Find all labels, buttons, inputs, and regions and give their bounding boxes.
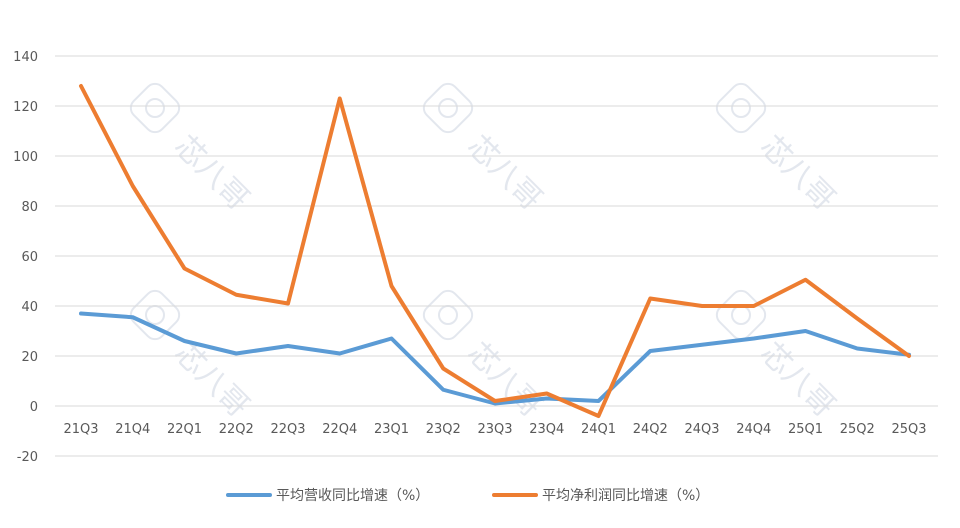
watermark-text: 芯八哥 (460, 129, 548, 217)
x-tick-label: 24Q1 (581, 422, 616, 437)
series-lines (79, 84, 911, 418)
x-tick-label: 22Q3 (270, 422, 305, 437)
watermark-logo-dot-icon (438, 305, 458, 325)
y-tick-label: 80 (21, 200, 38, 215)
x-tick-label: 23Q2 (426, 422, 461, 437)
y-tick-label: 60 (21, 250, 38, 265)
watermark-text: 芯八哥 (167, 129, 255, 217)
legend-label-1: 平均营收同比增速（%） (276, 488, 429, 504)
watermark-logo-icon (715, 289, 767, 341)
watermark-logo-dot-icon (438, 98, 458, 118)
y-tick-label: 140 (13, 50, 38, 65)
watermark-logo-icon (715, 82, 767, 134)
x-tick-label: 25Q2 (840, 422, 875, 437)
x-tick-label: 25Q3 (891, 422, 926, 437)
legend-label-2: 平均净利润同比增速（%） (542, 488, 709, 504)
watermark-text: 芯八哥 (460, 336, 548, 424)
y-axis: -20 0 20 40 60 80 100 120 140 (13, 50, 38, 465)
watermark-logo-icon (129, 289, 181, 341)
watermark: 芯八哥 (715, 82, 842, 217)
y-tick-label: -20 (17, 450, 38, 465)
watermark: 芯八哥 (129, 82, 256, 217)
watermark-logo-dot-icon (145, 305, 165, 325)
x-tick-label: 22Q4 (322, 422, 357, 437)
watermark-logo-icon (129, 82, 181, 134)
watermark-logo-dot-icon (145, 98, 165, 118)
series-line-2 (79, 84, 911, 418)
y-tick-label: 20 (21, 350, 38, 365)
y-tick-label: 0 (30, 400, 38, 415)
x-tick-label: 21Q4 (115, 422, 150, 437)
watermark-logo-icon (422, 82, 474, 134)
x-tick-label: 24Q4 (736, 422, 771, 437)
x-axis: 21Q3 21Q4 22Q1 22Q2 22Q3 22Q4 23Q1 23Q2 23Q3 23Q4… (63, 422, 926, 437)
watermark: 芯八哥 (422, 82, 549, 217)
watermark-text: 芯八哥 (753, 336, 841, 424)
watermark-logo-icon (422, 289, 474, 341)
x-tick-label: 23Q3 (477, 422, 512, 437)
watermark-text: 芯八哥 (753, 129, 841, 217)
y-tick-label: 40 (21, 300, 38, 315)
legend: 平均营收同比增速（%） 平均净利润同比增速（%） (226, 488, 709, 504)
x-tick-label: 23Q4 (529, 422, 564, 437)
gridlines (55, 55, 938, 457)
x-tick-label: 22Q2 (219, 422, 254, 437)
watermark-logo-dot-icon (731, 98, 751, 118)
watermark-logo-dot-icon (731, 305, 751, 325)
x-tick-label: 24Q3 (684, 422, 719, 437)
x-tick-label: 22Q1 (167, 422, 202, 437)
series-line-1 (79, 311, 911, 406)
x-tick-label: 25Q1 (788, 422, 823, 437)
y-tick-label: 120 (13, 100, 38, 115)
x-tick-label: 23Q1 (374, 422, 409, 437)
x-tick-label: 24Q2 (633, 422, 668, 437)
x-tick-label: 21Q3 (63, 422, 98, 437)
y-tick-label: 100 (13, 150, 38, 165)
